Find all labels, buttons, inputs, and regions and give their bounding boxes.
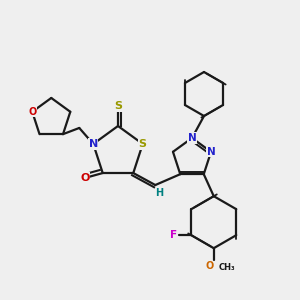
Text: N: N: [188, 133, 196, 143]
Text: N: N: [207, 147, 215, 157]
Text: O: O: [206, 261, 214, 271]
Text: O: O: [80, 173, 89, 183]
Text: S: S: [114, 101, 122, 111]
Text: F: F: [170, 230, 177, 240]
Text: S: S: [139, 139, 147, 149]
Text: O: O: [28, 107, 36, 117]
Text: CH₃: CH₃: [219, 263, 236, 272]
Text: H: H: [155, 188, 163, 198]
Text: N: N: [88, 139, 98, 149]
